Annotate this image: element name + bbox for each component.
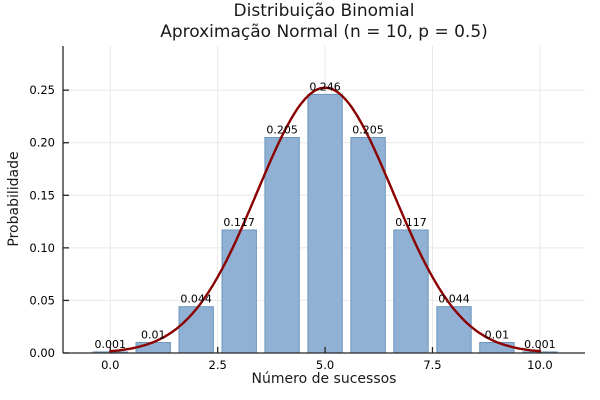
- bar-x4: [264, 137, 300, 354]
- x-tick-label: 2.5: [209, 358, 227, 372]
- bar-x7: [393, 229, 429, 354]
- x-axis-label: Número de sucessos: [251, 371, 397, 387]
- bar-value-label: 0.044: [180, 293, 212, 306]
- bar-value-label: 0.246: [309, 80, 341, 93]
- bar-value-label: 0.001: [524, 338, 556, 351]
- y-tick-label: 0.05: [29, 293, 55, 307]
- bar-x3: [221, 229, 257, 354]
- bar-value-label: 0.001: [95, 338, 127, 351]
- x-tick-label: 5.0: [316, 358, 334, 372]
- x-tick-label: 0.0: [101, 358, 119, 372]
- y-tick-label: 0.25: [29, 83, 55, 97]
- bar-value-label: 0.117: [223, 216, 255, 229]
- bar-x5: [307, 93, 343, 354]
- normal-curve: [109, 86, 542, 353]
- bar-value-label: 0.117: [395, 216, 427, 229]
- bar-x2: [178, 306, 214, 354]
- chart-title: Distribuição Binomial Aproximação Normal…: [63, 1, 585, 43]
- y-tick-label: 0.00: [29, 346, 55, 360]
- bar-value-label: 0.205: [352, 124, 384, 137]
- bar-x8: [436, 306, 472, 354]
- bar-x1: [135, 342, 171, 354]
- bar-value-label: 0.01: [141, 329, 166, 342]
- chart-title-line2: Aproximação Normal (n = 10, p = 0.5): [160, 22, 488, 42]
- bar-value-label: 0.044: [438, 293, 470, 306]
- y-tick-label: 0.20: [29, 136, 55, 150]
- bar-value-label: 0.205: [266, 124, 298, 137]
- y-tick-label: 0.15: [29, 188, 55, 202]
- bar-x6: [350, 137, 386, 354]
- bar-value-label: 0.01: [485, 329, 510, 342]
- bar-x9: [479, 342, 515, 354]
- y-tick-label: 0.10: [29, 241, 55, 255]
- x-tick-label: 7.5: [423, 358, 441, 372]
- x-tick-label: 10.0: [527, 358, 553, 372]
- chart-title-line1: Distribuição Binomial: [233, 1, 415, 21]
